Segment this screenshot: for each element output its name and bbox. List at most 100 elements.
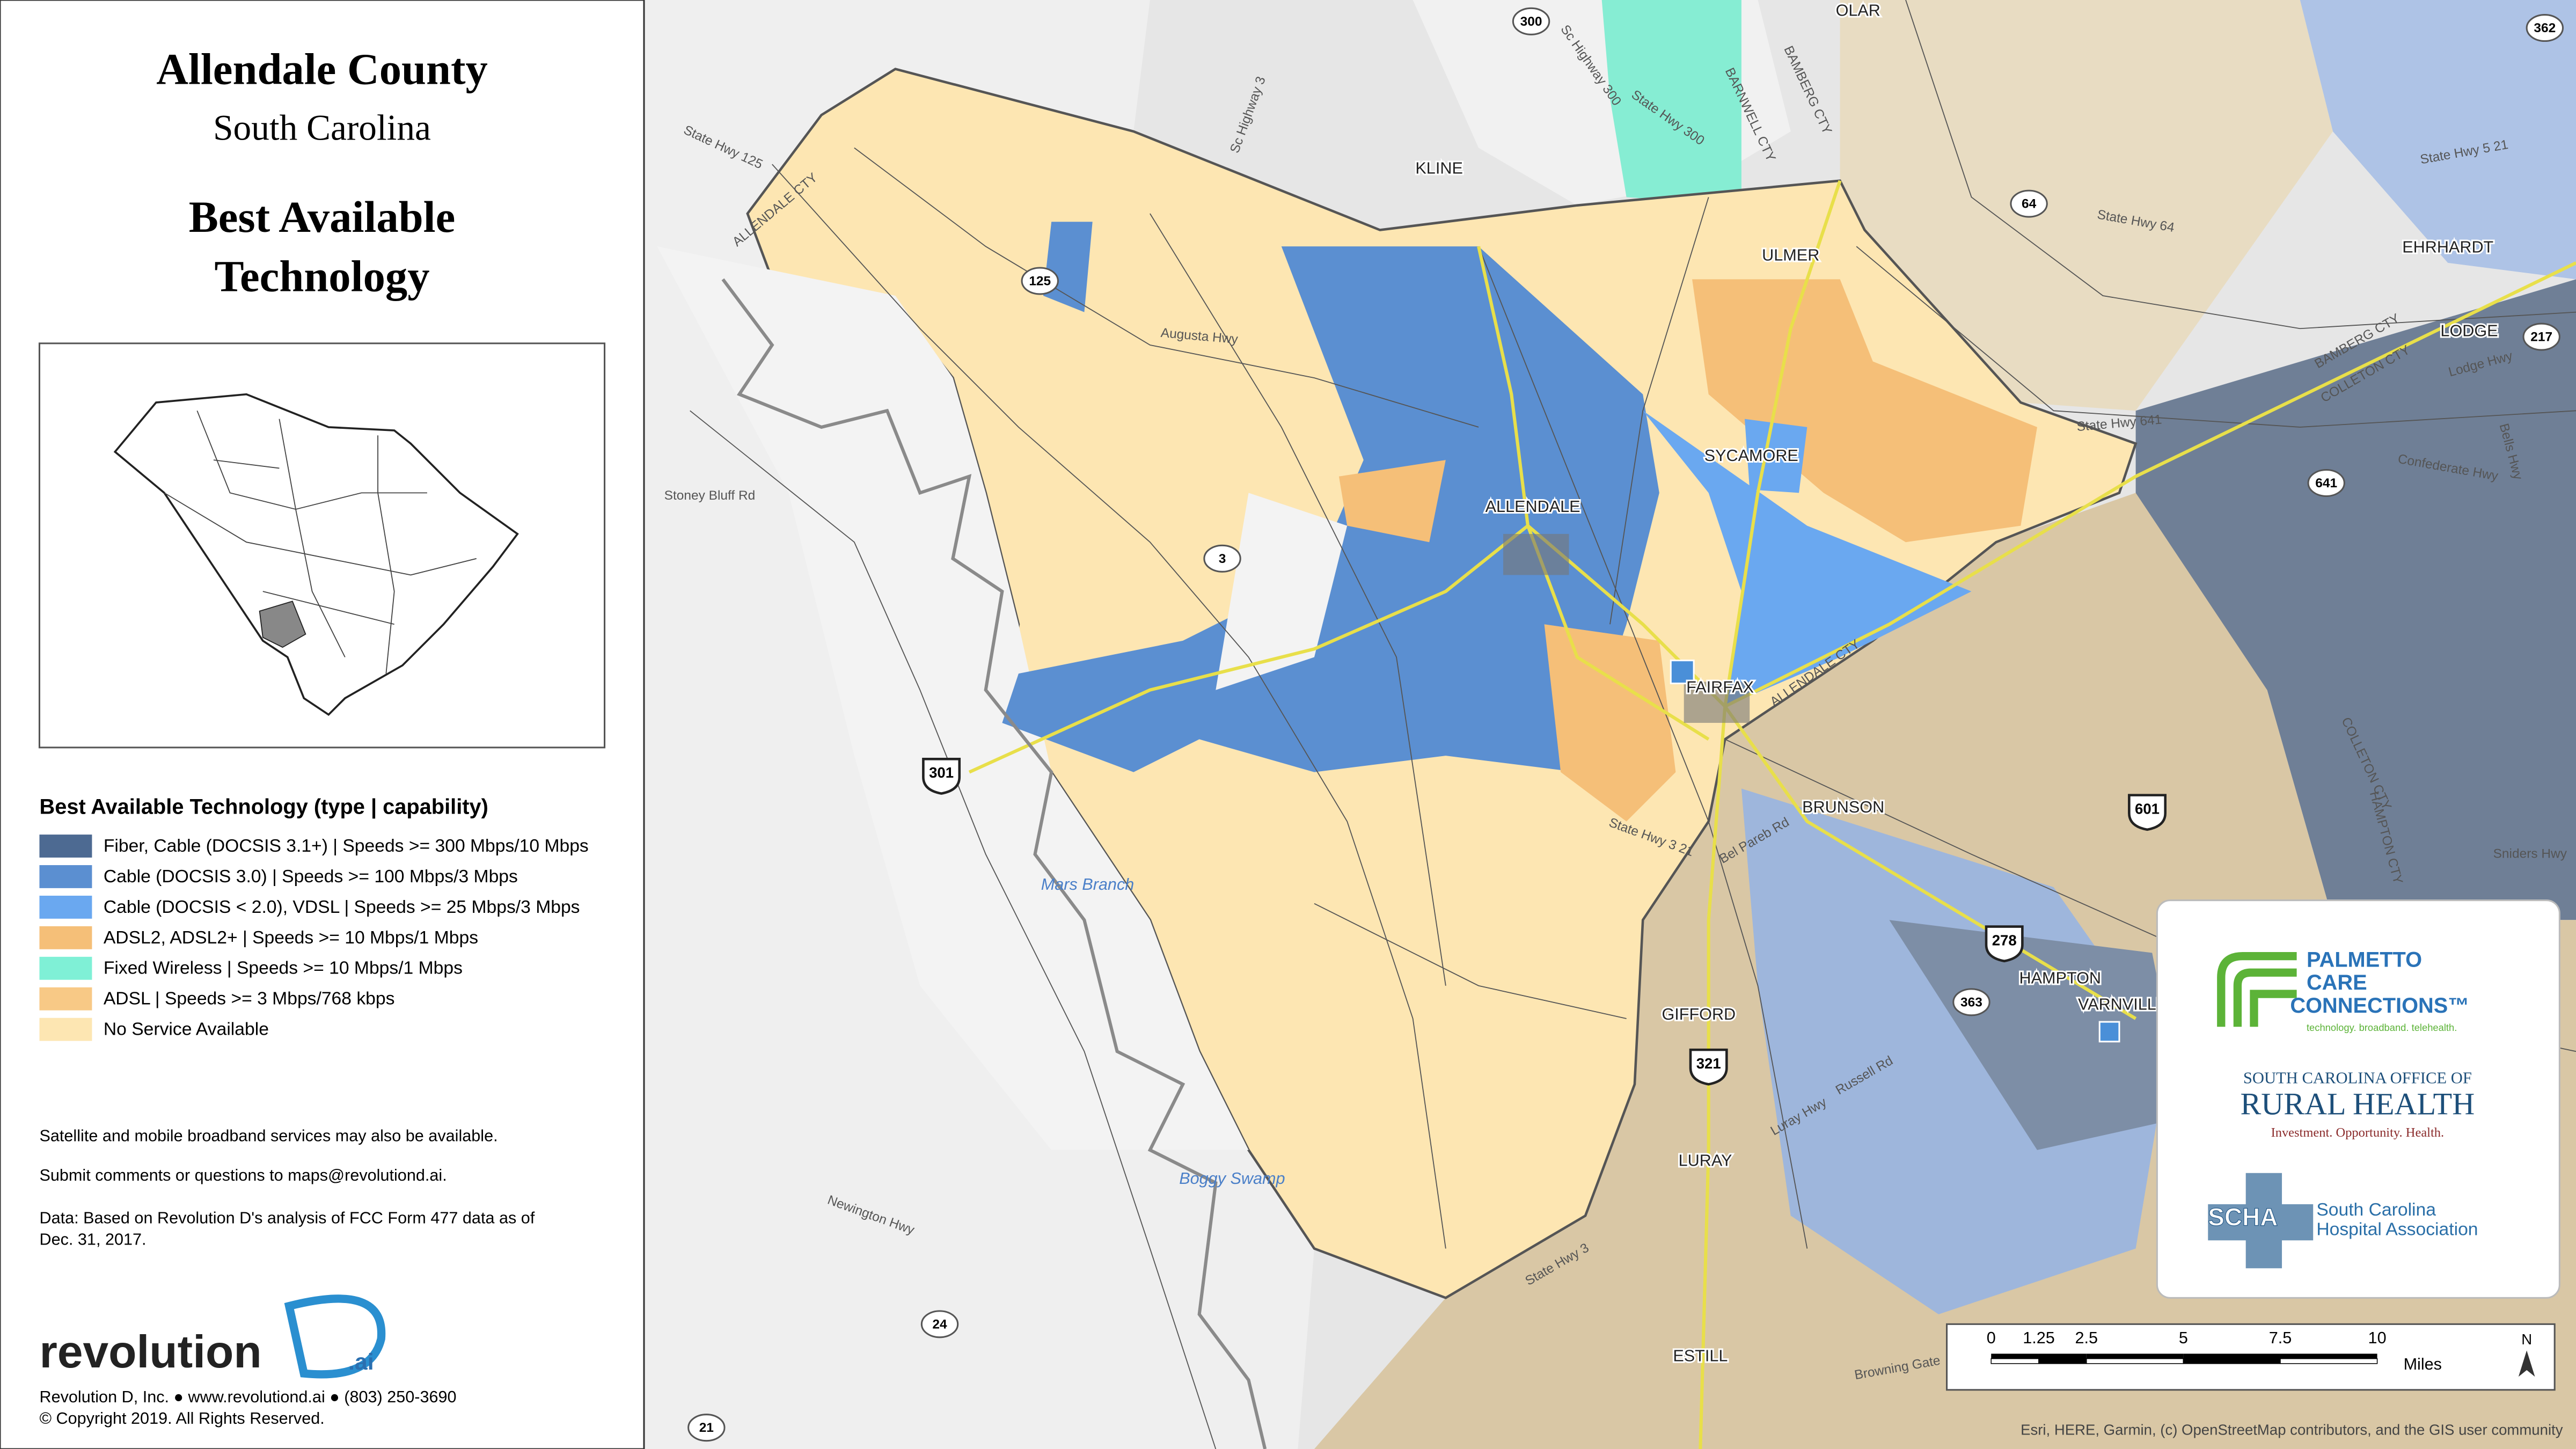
subtitle: South Carolina xyxy=(213,107,431,148)
highways xyxy=(968,180,2576,1449)
state-route-shield xyxy=(2307,469,2345,497)
attribution: Esri, HERE, Garmin, (c) OpenStreetMap co… xyxy=(2021,1422,2563,1438)
highway xyxy=(1477,246,1710,741)
adsl2-west xyxy=(1338,460,1446,543)
county-line xyxy=(213,459,280,469)
logo-suffix: .ai xyxy=(348,1349,374,1375)
county-line xyxy=(377,435,395,674)
logo-name: revolution xyxy=(39,1326,261,1378)
savannah-river xyxy=(721,278,1267,1449)
water-label: Mars Branch xyxy=(1041,875,1135,894)
highway xyxy=(968,261,2576,774)
highway xyxy=(1723,705,2137,1020)
state-route-label: 21 xyxy=(699,1421,714,1435)
place-label: SYCAMORE xyxy=(1704,447,1798,465)
scale-tick-label: 7.5 xyxy=(2269,1329,2292,1347)
scale-tick-label: 10 xyxy=(2368,1329,2387,1347)
orh-text: SOUTH CAROLINA OFFICE OF xyxy=(2243,1069,2472,1087)
state-route-shield xyxy=(1512,7,1550,35)
scale-segment xyxy=(1991,1353,2039,1359)
heading: Best Available xyxy=(189,192,456,241)
hampton-cable xyxy=(1741,788,2169,1314)
bamberg-area xyxy=(2300,0,2576,280)
adsl2-fairfax xyxy=(1544,624,1676,822)
place-label: EHRHARDT xyxy=(2402,238,2493,256)
county-line xyxy=(262,591,394,625)
allendale-highlight xyxy=(259,601,306,648)
scale-tick-label: 5 xyxy=(2179,1329,2188,1347)
legend-label: Cable (DOCSIS 3.0) | Speeds >= 100 Mbps/… xyxy=(104,867,518,887)
scale-segment xyxy=(2183,1358,2281,1364)
legend: Fiber, Cable (DOCSIS 3.1+) | Speeds >= 3… xyxy=(39,835,589,1041)
legend-swatch xyxy=(39,956,92,980)
us-route-label: 301 xyxy=(929,764,954,781)
road-label: Stoney Bluff Rd xyxy=(664,488,756,503)
pcc-text: PALMETTO xyxy=(2307,948,2422,971)
scale-tick-label: 0 xyxy=(1987,1329,1996,1347)
scale-tick-label: 1.25 xyxy=(2023,1329,2055,1347)
state-route-label: 217 xyxy=(2530,330,2552,345)
scale-segment xyxy=(2280,1358,2378,1364)
fairfax-town xyxy=(1684,682,1750,723)
road xyxy=(854,147,1479,428)
hospital-icon xyxy=(2098,1021,2120,1043)
place-label: VARNVILLE xyxy=(2078,996,2167,1014)
state-route-label: 363 xyxy=(1960,995,1982,1009)
place-label: HAMPTON xyxy=(2019,969,2101,987)
place-label: ALLENDALE xyxy=(1485,497,1580,516)
scha-cross xyxy=(2208,1173,2314,1269)
legend-label: ADSL2, ADSL2+ | Speeds >= 10 Mbps/1 Mbps xyxy=(104,928,478,948)
state-route-label: 3 xyxy=(1219,552,1226,566)
scale-unit: Miles xyxy=(2404,1355,2442,1373)
scale-segment xyxy=(2280,1353,2377,1359)
place-label: BRUNSON xyxy=(1802,798,1884,816)
place-label: ULMER xyxy=(1762,246,1819,265)
state-route-shield xyxy=(687,1414,726,1442)
legend-swatch xyxy=(39,1018,92,1041)
us-route-label: 278 xyxy=(1992,932,2017,948)
state-route-shield xyxy=(2010,189,2048,218)
legend-swatch xyxy=(39,987,92,1011)
fixed-wireless-area xyxy=(1601,0,1741,206)
state-route-shield xyxy=(920,1310,959,1338)
pcc-text: CARE xyxy=(2307,971,2367,994)
legend-swatch xyxy=(39,865,92,888)
road xyxy=(1856,246,2576,428)
place-label: KLINE xyxy=(1415,159,1462,177)
legend-title: Best Available Technology (type | capabi… xyxy=(39,795,488,819)
bamberg-south xyxy=(1840,0,2333,411)
state-route-shield xyxy=(1021,267,1059,295)
state-route-label: 125 xyxy=(1029,274,1051,288)
allendale-town xyxy=(1503,533,1569,575)
road xyxy=(772,164,1446,1249)
us-route-shield xyxy=(2128,794,2167,831)
place-label: LURAY xyxy=(1679,1151,1732,1169)
fiber-area xyxy=(2135,279,2576,920)
state-route-shield xyxy=(1952,988,1990,1016)
state-outline xyxy=(113,393,519,716)
cable-east xyxy=(1643,411,1972,707)
title: Allendale County xyxy=(156,45,488,94)
state-route-label: 24 xyxy=(932,1317,947,1331)
scale-segment xyxy=(2038,1353,2087,1359)
county-west-white xyxy=(657,246,1249,1150)
scale-segment xyxy=(2183,1353,2280,1359)
orh-tagline: Investment. Opportunity. Health. xyxy=(2271,1125,2445,1140)
note: Dec. 31, 2017. xyxy=(39,1230,146,1248)
place-label: LODGE xyxy=(2440,321,2498,340)
state-route-shield xyxy=(2522,323,2560,351)
scale-bar: 0 1.25 2.5 5 7.5 10 Miles xyxy=(1987,1329,2442,1373)
road xyxy=(1478,246,1808,1249)
state-route-label: 641 xyxy=(2315,476,2337,491)
state-route-label: 300 xyxy=(1520,14,1542,29)
orh-text: RURAL HEALTH xyxy=(2240,1087,2475,1122)
state-route-label: 362 xyxy=(2534,21,2556,35)
county-line xyxy=(279,419,346,657)
contact: Revolution D, Inc. ● www.revolutiond.ai … xyxy=(39,1388,456,1406)
county-line xyxy=(164,492,477,576)
note: Submit comments or questions to maps@rev… xyxy=(39,1166,447,1184)
us-route-shield xyxy=(922,757,961,795)
logo-mark xyxy=(284,1294,386,1379)
scha-text: Hospital Association xyxy=(2316,1220,2478,1240)
scale-segment xyxy=(2085,1358,2184,1364)
